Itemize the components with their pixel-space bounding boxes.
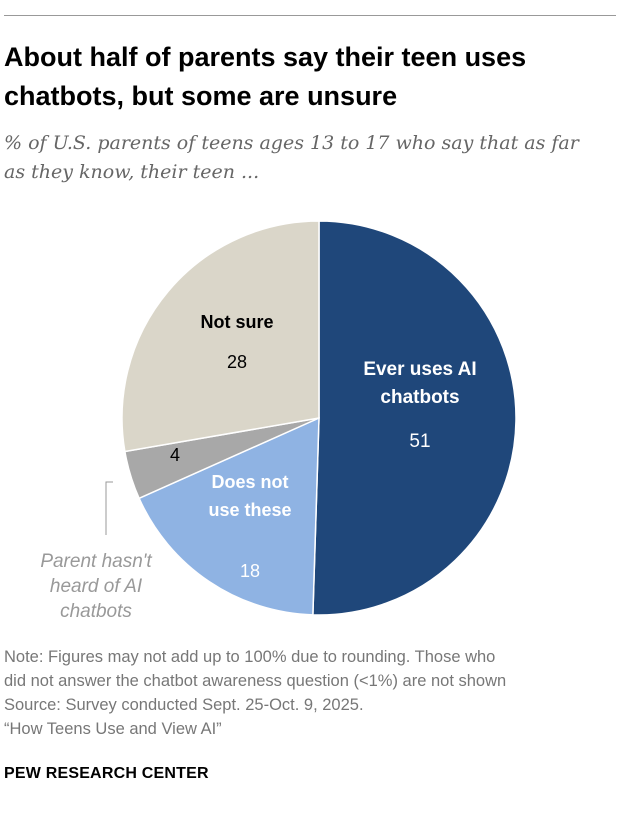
chart-notes: Note: Figures may not add up to 100% due… — [4, 645, 618, 741]
chart-title: About half of parents say their teen use… — [4, 42, 527, 111]
slice-label-does-not-use-these: Does not — [211, 472, 288, 492]
slice-value-ever-uses-ai-chatbots: 51 — [409, 431, 430, 452]
top-rule — [4, 15, 616, 16]
slice-label-does-not-use-these: use these — [208, 500, 291, 520]
callout-label-line: chatbots — [60, 601, 132, 622]
pie-slice-not-sure — [121, 220, 320, 453]
callout-label-line: Parent hasn't — [40, 551, 152, 572]
note-line-2: did not answer the chatbot awareness que… — [4, 672, 507, 690]
report-title: “How Teens Use and View AI” — [4, 720, 222, 738]
slice-label-ever-uses-ai-chatbots: chatbots — [380, 387, 459, 408]
slice-value-not-sure: 28 — [227, 352, 247, 372]
slice-label-not-sure: Not sure — [200, 312, 273, 332]
slice-value-parent-hasn-t-heard-of-ai-chatbots: 4 — [170, 445, 180, 465]
slice-value-does-not-use-these: 18 — [240, 561, 260, 581]
callout-label-line: heard of AI — [50, 576, 143, 597]
slice-label-ever-uses-ai-chatbots: Ever uses AI — [363, 359, 476, 380]
source-line: Source: Survey conducted Sept. 25-Oct. 9… — [4, 696, 364, 714]
pie-chart: Ever uses AI chatbots 51 Does not use these 1… — [40, 220, 517, 622]
chart-subtitle: % of U.S. parents of teens ages 13 to 17… — [4, 132, 579, 183]
note-line-1: Note: Figures may not add up to 100% due… — [4, 648, 496, 666]
brand-name: PEW RESEARCH CENTER — [4, 765, 209, 782]
pie-slice-does-not-use-these — [138, 416, 320, 616]
callout-leader-line — [105, 481, 113, 535]
pie-slice-ever-uses-ai-chatbots — [312, 220, 517, 616]
